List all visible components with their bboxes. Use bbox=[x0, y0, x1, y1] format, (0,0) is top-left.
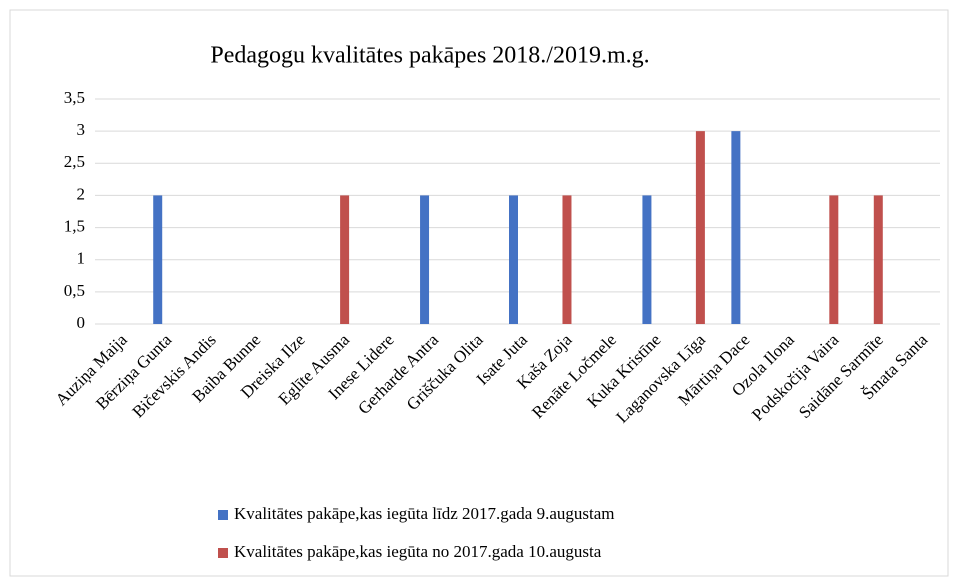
bar bbox=[829, 195, 839, 324]
y-tick-label: 2 bbox=[77, 184, 86, 203]
bar bbox=[562, 195, 572, 324]
bar bbox=[695, 131, 705, 324]
bar bbox=[873, 195, 883, 324]
y-tick-label: 0 bbox=[77, 313, 86, 332]
legend-swatch bbox=[218, 548, 228, 558]
y-tick-label: 1 bbox=[77, 249, 86, 268]
bar bbox=[340, 195, 350, 324]
legend-swatch bbox=[218, 510, 228, 520]
y-tick-label: 2,5 bbox=[64, 152, 85, 171]
bar bbox=[731, 131, 741, 324]
chart-border bbox=[9, 9, 949, 577]
legend-label: Kvalitātes pakāpe,kas iegūta līdz 2017.g… bbox=[234, 504, 615, 523]
y-tick-label: 0,5 bbox=[64, 281, 85, 300]
bar bbox=[153, 195, 163, 324]
y-tick-label: 3 bbox=[77, 120, 86, 139]
bar bbox=[420, 195, 430, 324]
bar bbox=[509, 195, 518, 324]
chart-title: Pedagogu kvalitātes pakāpes 2018./2019.m… bbox=[210, 43, 649, 69]
legend-label: Kvalitātes pakāpe,kas iegūta no 2017.gad… bbox=[234, 542, 602, 561]
y-tick-label: 3,5 bbox=[64, 88, 85, 107]
bar bbox=[642, 195, 652, 324]
y-tick-label: 1,5 bbox=[64, 216, 85, 235]
